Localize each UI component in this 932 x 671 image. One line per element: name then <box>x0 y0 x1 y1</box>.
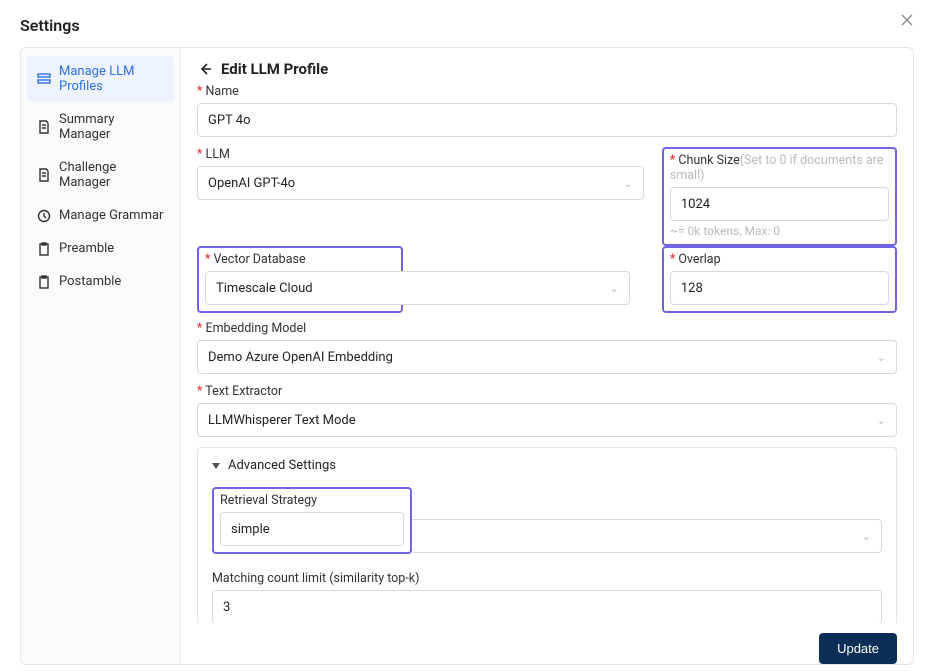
main-area: Edit LLM Profile Name GPT 4o LLM OpenAI … <box>181 48 913 664</box>
sidebar-item-manage-grammar[interactable]: Manage Grammar <box>27 200 174 231</box>
advanced-settings-toggle[interactable]: Advanced Settings <box>198 448 896 483</box>
retrieval-highlight: Retrieval Strategy simple <box>212 487 412 554</box>
llm-value: OpenAI GPT-4o <box>208 176 295 191</box>
vector-db-label: Vector Database <box>205 252 395 267</box>
vector-db-highlight: Vector Database Timescale Cloud ⌄ <box>197 246 403 313</box>
document-icon <box>37 168 51 182</box>
clipboard-icon <box>37 242 51 256</box>
advanced-settings-section: Advanced Settings Retrieval Strategy sim… <box>197 447 897 623</box>
sidebar-item-label: Postamble <box>59 274 121 289</box>
name-input[interactable]: GPT 4o <box>197 103 897 137</box>
sidebar-item-label: Challenge Manager <box>59 160 164 190</box>
chevron-down-icon: ⌄ <box>624 177 633 190</box>
chunk-size-highlight: * Chunk Size(Set to 0 if documents are s… <box>662 147 897 246</box>
sidebar-item-label: Summary Manager <box>59 112 164 142</box>
close-icon[interactable] <box>900 12 914 31</box>
clock-icon <box>37 209 51 223</box>
sidebar: Manage LLM Profiles Summary Manager Chal… <box>21 48 181 664</box>
chunk-subtext: ~= 0k tokens, Max: 0 <box>670 224 889 238</box>
update-button[interactable]: Update <box>819 633 897 664</box>
embedding-label: Embedding Model <box>197 321 897 336</box>
name-value: GPT 4o <box>208 113 251 128</box>
chevron-down-icon: ⌄ <box>862 530 871 543</box>
embedding-select[interactable]: Demo Azure OpenAI Embedding ⌄ <box>197 340 897 374</box>
list-icon <box>37 72 51 86</box>
retrieval-value: simple <box>231 522 270 537</box>
chevron-down-icon: ⌄ <box>610 282 619 295</box>
sidebar-item-summary-manager[interactable]: Summary Manager <box>27 104 174 150</box>
embedding-value: Demo Azure OpenAI Embedding <box>208 350 393 365</box>
modal-title: Settings <box>20 16 914 35</box>
chunk-size-value: 1024 <box>681 197 710 212</box>
sidebar-item-label: Preamble <box>59 241 114 256</box>
topk-label: Matching count limit (similarity top-k) <box>212 571 882 586</box>
chunk-label: * Chunk Size(Set to 0 if documents are s… <box>670 153 889 183</box>
form: Name GPT 4o LLM OpenAI GPT-4o ⌄ <box>181 80 913 623</box>
sidebar-item-label: Manage Grammar <box>59 208 163 223</box>
page-title: Edit LLM Profile <box>221 60 328 78</box>
overlap-value: 128 <box>681 281 703 296</box>
llm-label: LLM <box>197 147 644 162</box>
caret-down-icon <box>212 463 220 469</box>
retrieval-select-ext[interactable]: ⌄ <box>412 519 882 553</box>
retrieval-label: Retrieval Strategy <box>220 493 404 508</box>
sidebar-item-challenge-manager[interactable]: Challenge Manager <box>27 152 174 198</box>
document-icon <box>37 120 51 134</box>
extractor-label: Text Extractor <box>197 384 897 399</box>
settings-panel: Manage LLM Profiles Summary Manager Chal… <box>20 47 914 665</box>
sidebar-item-label: Manage LLM Profiles <box>59 64 164 94</box>
overlap-input[interactable]: 128 <box>670 271 889 305</box>
llm-select[interactable]: OpenAI GPT-4o ⌄ <box>197 166 644 200</box>
chevron-down-icon: ⌄ <box>877 414 886 427</box>
overlap-label: Overlap <box>670 252 889 267</box>
name-label: Name <box>197 84 897 99</box>
extractor-select[interactable]: LLMWhisperer Text Mode ⌄ <box>197 403 897 437</box>
retrieval-select[interactable]: simple <box>220 512 404 546</box>
chunk-size-input[interactable]: 1024 <box>670 187 889 221</box>
vector-db-select[interactable]: Timescale Cloud ⌄ <box>205 271 630 305</box>
extractor-value: LLMWhisperer Text Mode <box>208 413 356 428</box>
settings-modal: Settings Manage LLM Profiles Summary Man… <box>0 0 932 671</box>
clipboard-icon <box>37 275 51 289</box>
sidebar-item-manage-llm-profiles[interactable]: Manage LLM Profiles <box>27 56 174 102</box>
chevron-down-icon: ⌄ <box>877 351 886 364</box>
topk-input[interactable]: 3 <box>212 590 882 623</box>
back-arrow-icon[interactable] <box>197 61 213 77</box>
vector-db-value: Timescale Cloud <box>216 281 313 296</box>
page-header: Edit LLM Profile <box>181 48 913 80</box>
sidebar-item-postamble[interactable]: Postamble <box>27 266 174 297</box>
topk-value: 3 <box>223 600 230 615</box>
overlap-highlight: Overlap 128 <box>662 246 897 313</box>
advanced-settings-title: Advanced Settings <box>228 458 336 473</box>
sidebar-item-preamble[interactable]: Preamble <box>27 233 174 264</box>
footer: Update <box>181 623 913 664</box>
